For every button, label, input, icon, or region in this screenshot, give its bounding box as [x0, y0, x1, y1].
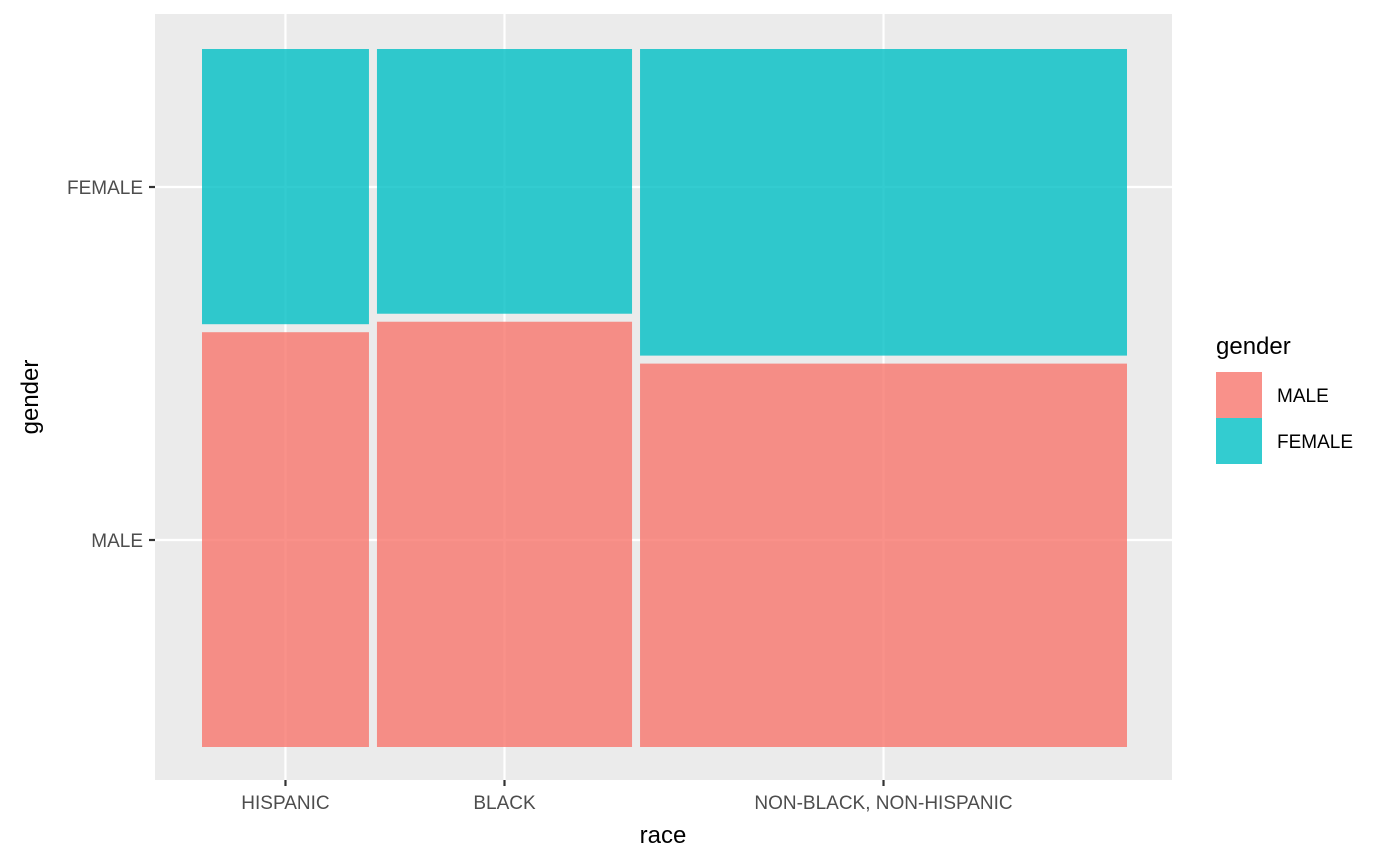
tile-female-hispanic [202, 49, 369, 325]
tile-female-black [376, 49, 633, 314]
x-axis-title: race [640, 822, 687, 849]
tile-male-black [376, 321, 633, 747]
legend: gender MALE FEMALE [1216, 333, 1353, 464]
mosaic-tiles [202, 49, 1127, 747]
legend-title: gender [1216, 333, 1291, 360]
y-tick-label: MALE [91, 531, 143, 552]
tile-male-non-black-non-hispanic [640, 363, 1127, 747]
tile-male-hispanic [202, 332, 369, 747]
y-axis-title: gender [17, 360, 44, 435]
x-tick-label: HISPANIC [241, 793, 329, 814]
x-tick-label: NON-BLACK, NON-HISPANIC [754, 793, 1012, 814]
legend-key-female [1216, 418, 1262, 464]
y-tick-label: FEMALE [67, 178, 143, 199]
legend-label-female: FEMALE [1277, 432, 1353, 453]
legend-key-male [1216, 372, 1262, 418]
legend-label-male: MALE [1277, 386, 1329, 407]
y-axis: MALE FEMALE [67, 178, 155, 552]
tile-female-non-black-non-hispanic [640, 49, 1127, 356]
x-axis: HISPANIC BLACK NON-BLACK, NON-HISPANIC [241, 780, 1013, 814]
x-tick-label: BLACK [473, 793, 536, 814]
